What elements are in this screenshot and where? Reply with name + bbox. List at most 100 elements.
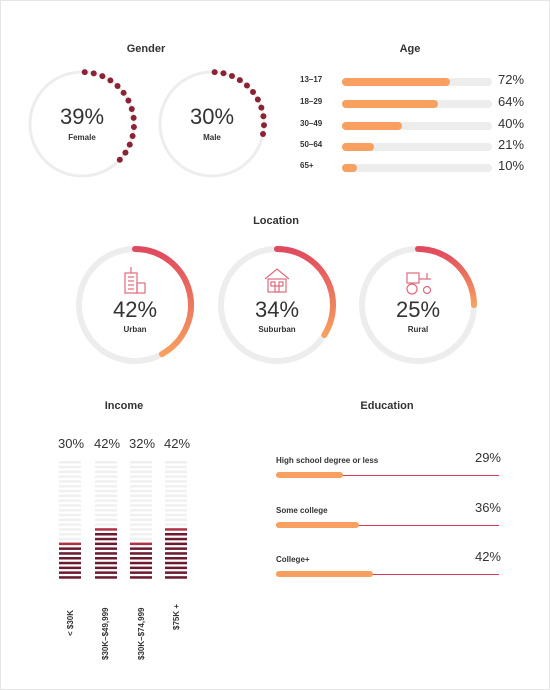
income-title: Income — [104, 400, 144, 412]
age-label: 50–64 — [300, 140, 323, 149]
building-icon — [124, 267, 146, 294]
age-track — [342, 143, 492, 151]
age-label: 65+ — [300, 161, 314, 170]
income-segment-empty — [59, 518, 81, 522]
education-title: Education — [360, 400, 414, 412]
income-segment-empty — [165, 475, 187, 478]
female-dots — [81, 69, 137, 163]
income-segment-filled — [59, 561, 81, 565]
income-segment-empty — [59, 509, 81, 512]
age-bar — [342, 164, 357, 172]
age-percent: 64% — [498, 94, 525, 109]
age-row-13-17: 13–17 72% — [300, 72, 540, 88]
age-label: 30–49 — [300, 119, 323, 128]
suburban-arc — [274, 246, 336, 339]
income-segment-empty — [130, 470, 152, 474]
income-segment-empty — [130, 475, 152, 478]
age-row-50-64: 50–64 21% — [300, 137, 540, 153]
female-percent: 39% — [59, 104, 105, 129]
income-segment-empty — [130, 504, 152, 507]
income-segment-empty — [95, 523, 117, 526]
income-percent: 32% — [128, 436, 156, 451]
income-segment-filled — [95, 528, 117, 531]
gender-dot — [114, 83, 121, 90]
gender-chart — [28, 69, 267, 178]
income-segment-filled — [95, 571, 117, 574]
income-segment-empty — [95, 461, 117, 464]
gender-dot — [116, 156, 123, 163]
age-bar — [342, 143, 374, 151]
income-segment-empty — [59, 504, 81, 507]
age-track — [342, 122, 492, 130]
education-percent: 42% — [474, 549, 501, 564]
income-segment-empty — [130, 489, 152, 493]
income-segment-empty — [165, 485, 187, 488]
income-segment-empty — [95, 485, 117, 488]
age-label: 18–29 — [300, 97, 323, 106]
income-segment-filled — [165, 533, 187, 536]
income-segment-filled — [130, 557, 152, 560]
education-row-some-college: Some college 36% — [276, 500, 501, 536]
income-segment-filled — [165, 552, 187, 555]
income-segment-empty — [59, 489, 81, 493]
income-segment-filled — [95, 547, 117, 550]
suburban-label: Suburban — [258, 325, 296, 334]
income-segment-empty — [59, 485, 81, 488]
age-row-30-49: 30–49 40% — [300, 116, 540, 132]
income-segment-empty — [165, 509, 187, 512]
income-segment-empty — [130, 528, 152, 531]
gender-dot — [258, 104, 265, 111]
gender-dot — [249, 89, 256, 96]
income-segment-empty — [59, 523, 81, 526]
income-segment-filled — [130, 542, 152, 546]
income-percent: 30% — [57, 436, 85, 451]
gender-dot — [128, 105, 135, 112]
income-segment-filled — [95, 542, 117, 546]
income-segment-empty — [130, 499, 152, 502]
education-row-college-plus: College+ 42% — [276, 549, 501, 585]
income-label: $30K–$74,999 — [137, 607, 146, 661]
education-label: College+ — [276, 555, 310, 564]
income-segment-empty — [130, 533, 152, 536]
income-segment-empty — [95, 504, 117, 507]
income-segment-empty — [165, 499, 187, 502]
income-segment-empty — [130, 513, 152, 517]
income-segment-empty — [95, 518, 117, 522]
urban-percent: 42% — [112, 297, 158, 322]
gender-dot — [243, 82, 250, 89]
income-chart — [59, 461, 187, 579]
income-segment-filled — [95, 566, 117, 570]
income-segment-empty — [165, 494, 187, 498]
income-segment-empty — [95, 494, 117, 498]
income-segment-filled — [59, 566, 81, 570]
urban-arc — [132, 246, 194, 358]
tractor-icon — [406, 272, 432, 295]
female-label: Female — [68, 133, 96, 142]
income-segment-empty — [165, 465, 187, 469]
suburban-percent: 34% — [254, 297, 300, 322]
gender-dot — [254, 96, 261, 103]
male-dots — [211, 69, 267, 138]
income-segment-empty — [165, 523, 187, 526]
income-segment-filled — [165, 566, 187, 570]
income-segment-filled — [95, 552, 117, 555]
gender-dot — [125, 97, 132, 104]
gender-dot — [122, 149, 129, 156]
education-row-high-school: High school degree or less 29% — [276, 450, 501, 486]
income-segment-empty — [95, 475, 117, 478]
education-line — [276, 475, 499, 476]
gender-dot — [260, 131, 267, 138]
gender-dot — [126, 141, 133, 148]
gender-dot — [120, 89, 127, 96]
income-segment-empty — [59, 494, 81, 498]
income-percent: 42% — [93, 436, 121, 451]
income-segment-empty — [59, 475, 81, 478]
income-segment-empty — [130, 523, 152, 526]
gender-title: Gender — [126, 43, 166, 55]
income-segment-filled — [95, 537, 117, 541]
location-chart — [76, 246, 477, 364]
income-segment-empty — [130, 480, 152, 483]
age-percent: 21% — [498, 137, 525, 152]
rural-arc — [415, 246, 477, 308]
gender-dot — [129, 132, 136, 139]
